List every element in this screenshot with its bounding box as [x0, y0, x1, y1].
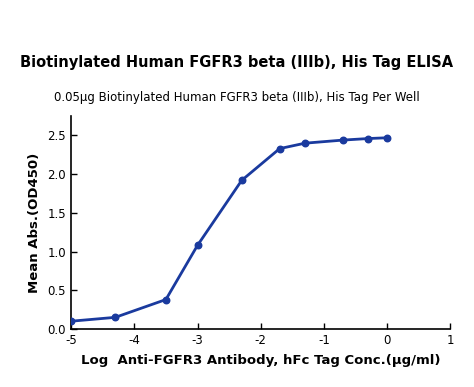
- Point: [301, 140, 309, 146]
- X-axis label: Log  Anti-FGFR3 Antibody, hFc Tag Conc.(μg/ml): Log Anti-FGFR3 Antibody, hFc Tag Conc.(μ…: [81, 354, 440, 367]
- Point: [111, 314, 119, 320]
- Point: [383, 135, 391, 141]
- Text: Biotinylated Human FGFR3 beta (IIIb), His Tag ELISA: Biotinylated Human FGFR3 beta (IIIb), Hi…: [20, 55, 454, 70]
- Point: [67, 318, 75, 324]
- Point: [339, 137, 346, 143]
- Point: [238, 177, 246, 183]
- Point: [276, 146, 283, 152]
- Text: 0.05μg Biotinylated Human FGFR3 beta (IIIb), His Tag Per Well: 0.05μg Biotinylated Human FGFR3 beta (II…: [54, 91, 420, 104]
- Point: [162, 296, 170, 303]
- Y-axis label: Mean Abs.(OD450): Mean Abs.(OD450): [27, 152, 41, 293]
- Point: [365, 135, 372, 142]
- Point: [194, 242, 201, 248]
